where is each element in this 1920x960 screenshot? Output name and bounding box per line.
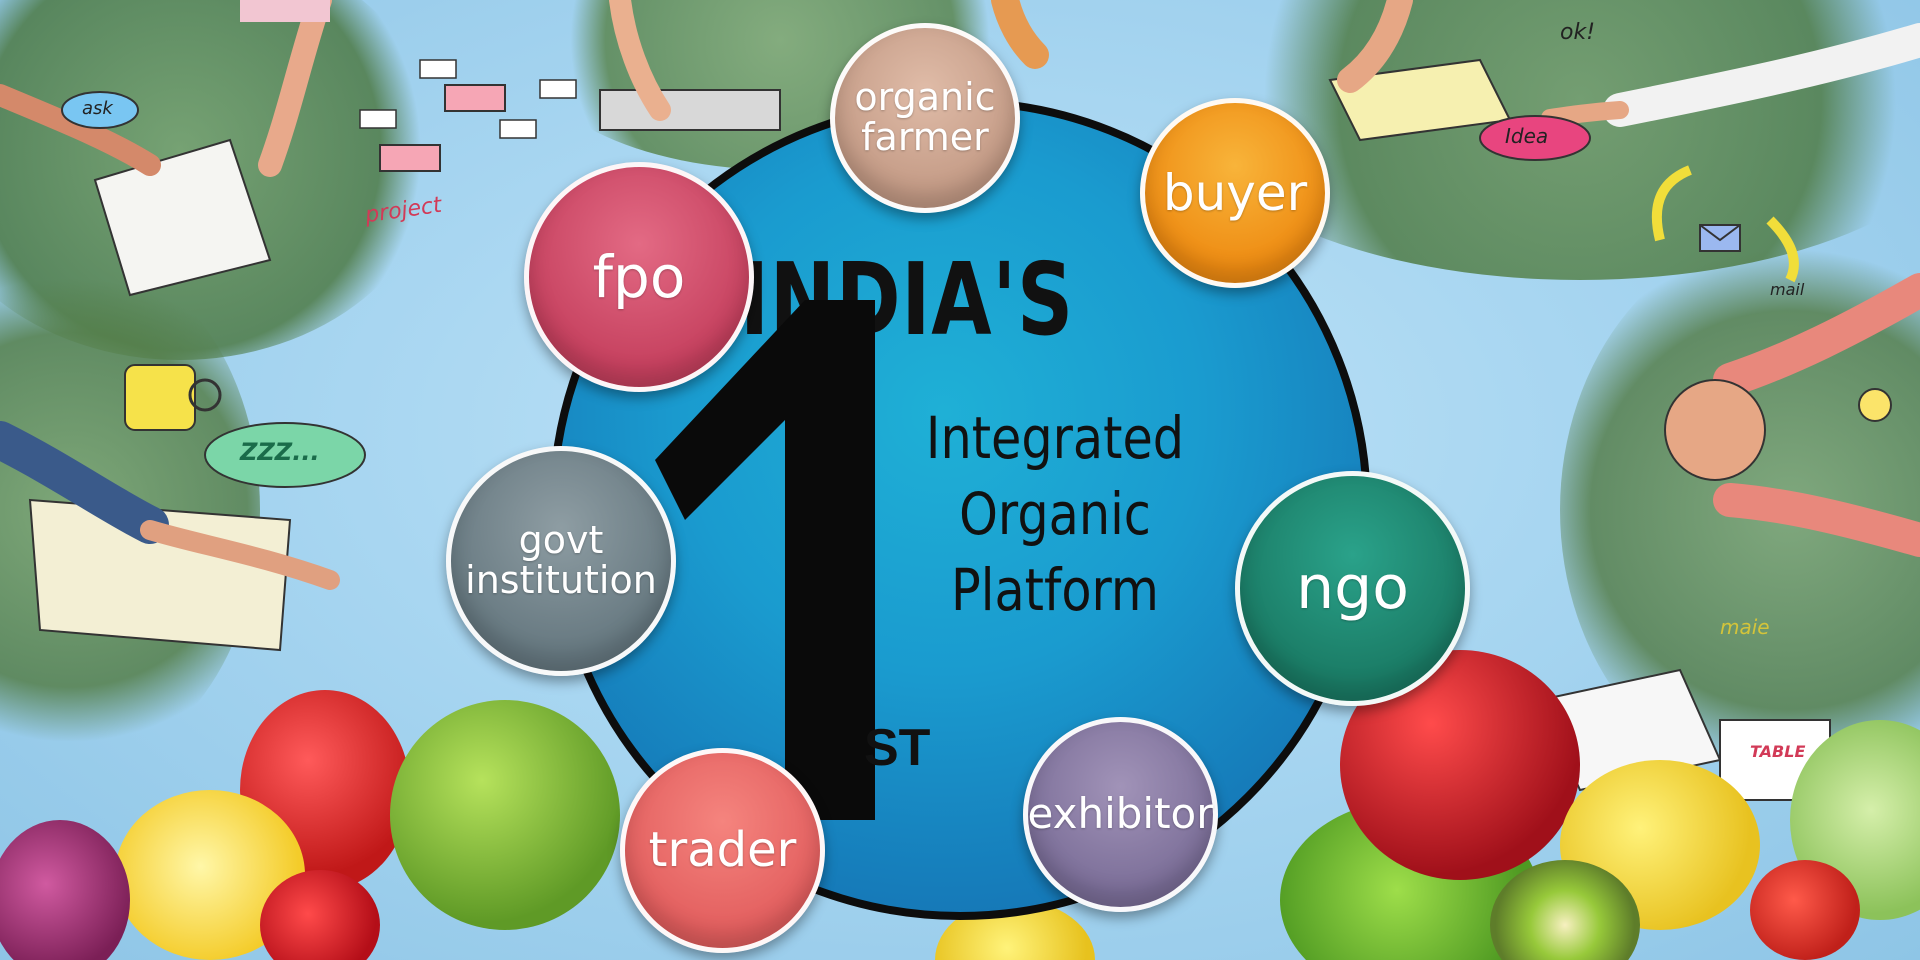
doodle-zzz-label: ZZZ...	[240, 438, 320, 466]
tagline: Integrated Organic Platform	[915, 400, 1196, 628]
rank-suffix: ST	[864, 719, 931, 777]
bubble-fpo[interactable]: fpo	[524, 162, 754, 392]
bubble-organic-farmer-line-1: organic	[854, 75, 996, 120]
bubble-organic-farmer-line-2: farmer	[861, 115, 989, 159]
tagline-line-1: Integrated	[925, 404, 1185, 472]
bubble-fpo-label: fpo	[592, 242, 686, 311]
bubble-exhibitor[interactable]: exhibitor	[1023, 717, 1218, 912]
bubble-buyer[interactable]: buyer	[1140, 98, 1330, 288]
green-apple-image	[390, 700, 620, 930]
bubble-govt-institution-line-2: institution	[465, 558, 657, 602]
kiwi-image	[1490, 860, 1640, 960]
tagline-line-2: Organic	[959, 480, 1151, 548]
bubble-govt-institution[interactable]: govt institution	[446, 446, 676, 676]
bubble-trader[interactable]: trader	[620, 748, 825, 953]
bubble-organic-farmer[interactable]: organic farmer	[830, 23, 1020, 213]
doodle-mail-label-2: maie	[1720, 615, 1770, 639]
tagline-line-3: Platform	[951, 556, 1159, 624]
strawberry-image	[260, 870, 380, 960]
bubble-ngo[interactable]: ngo	[1235, 471, 1470, 706]
onion-image	[0, 820, 130, 960]
rank-number-text: 1	[0, 0, 1, 1]
bubble-exhibitor-label: exhibitor	[1027, 789, 1214, 839]
tomato-image	[1750, 860, 1860, 960]
doodle-ask-label: ask	[82, 98, 113, 119]
doodle-ok-label: ok!	[1560, 20, 1596, 45]
doodle-idea-label: Idea	[1505, 124, 1549, 148]
bubble-govt-institution-line-1: govt	[518, 518, 604, 563]
doodle-table-label: TABLE	[1750, 742, 1806, 761]
bubble-ngo-label: ngo	[1296, 553, 1409, 623]
bubble-buyer-label: buyer	[1162, 163, 1308, 222]
doodle-mail-label: mail	[1770, 280, 1805, 299]
rank-number	[655, 300, 875, 820]
bubble-trader-label: trader	[648, 822, 797, 879]
